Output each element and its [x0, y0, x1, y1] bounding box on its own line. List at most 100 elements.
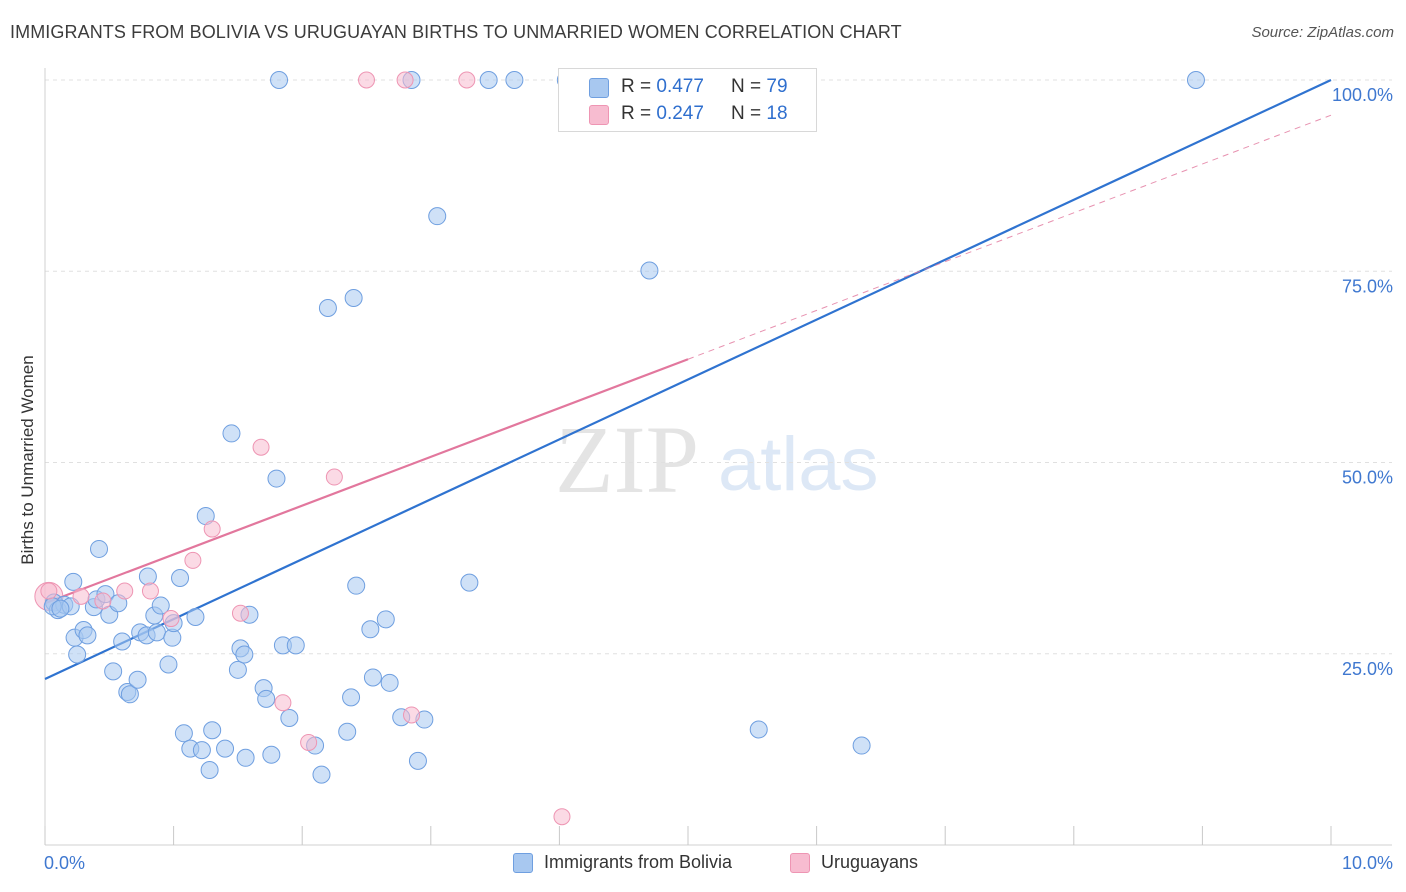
n-stat: N = 18	[731, 103, 788, 124]
stats-legend: R = 0.477 N = 79 R = 0.247 N = 18	[558, 68, 817, 132]
uruguayans-point	[403, 706, 421, 724]
bolivia-point	[505, 71, 524, 89]
source-label: Source: ZipAtlas.com	[1251, 24, 1394, 41]
uruguayans-point	[300, 733, 318, 751]
uruguayans-point	[72, 587, 90, 605]
bolivia-point	[338, 722, 357, 741]
y-tick-label: 25.0%	[1342, 659, 1393, 679]
bolivia-point	[460, 573, 479, 592]
uruguayans-point	[458, 71, 476, 89]
uruguayans-swatch	[589, 105, 609, 125]
bolivia-point	[342, 688, 361, 707]
bolivia-point	[174, 724, 193, 743]
bolivia-point	[151, 596, 170, 615]
bolivia-point	[159, 655, 178, 674]
bolivia-point	[78, 626, 97, 645]
bolivia-point	[222, 424, 241, 443]
bolivia-point	[128, 670, 147, 689]
trend-lines	[44, 79, 1332, 680]
uruguayans-point	[274, 694, 292, 712]
watermark-zip: ZIP	[555, 406, 699, 513]
bolivia-point	[203, 721, 222, 740]
bolivia-point	[257, 689, 276, 708]
x-tick-label: 10.0%	[1342, 853, 1393, 873]
bolivia-point	[286, 636, 305, 655]
legend-label: Uruguayans	[821, 852, 919, 872]
bolivia-point	[361, 620, 380, 639]
uruguayans-trend-line	[44, 358, 689, 605]
bolivia-point	[363, 668, 382, 687]
bolivia-point	[376, 610, 395, 629]
watermark-atlas: atlas	[718, 422, 879, 507]
watermark: ZIP atlas	[555, 406, 879, 513]
bolivia-point	[104, 662, 123, 681]
uruguayans-point	[358, 71, 375, 89]
y-tick-label: 50.0%	[1342, 468, 1393, 488]
bolivia-point	[68, 645, 87, 664]
bolivia-point	[380, 673, 399, 692]
r-stat: R = 0.247	[621, 103, 704, 124]
bolivia-point	[171, 569, 190, 588]
uruguayans-point	[252, 438, 270, 456]
bolivia-trend-line	[44, 79, 1332, 680]
bolivia-point	[90, 539, 109, 558]
bolivia-point	[138, 567, 157, 586]
bolivia-point	[186, 608, 205, 627]
bolivia-point	[270, 71, 289, 89]
series-legend: Immigrants from Bolivia Uruguayans	[0, 851, 1406, 879]
bolivia-point	[318, 298, 337, 317]
bolivia-point	[200, 761, 219, 780]
bolivia-point	[640, 261, 659, 280]
bolivia-point	[479, 71, 498, 89]
bolivia-swatch	[513, 853, 533, 873]
bolivia-point	[262, 745, 281, 764]
bolivia-point	[280, 709, 299, 728]
uruguayans-point	[162, 610, 180, 628]
uruguayans-point	[116, 582, 134, 600]
stats-row-uruguayans: R = 0.247 N = 18	[559, 101, 816, 127]
uruguayans-point	[40, 582, 58, 600]
bolivia-point	[192, 741, 211, 760]
x-tick-label: 0.0%	[44, 853, 85, 873]
bolivia-point	[267, 469, 286, 488]
bolivia-point	[1186, 71, 1205, 89]
chart-title: IMMIGRANTS FROM BOLIVIA VS URUGUAYAN BIR…	[10, 22, 902, 42]
n-stat: N = 79	[731, 76, 788, 97]
bolivia-point	[120, 685, 139, 704]
uruguayans-trend-extension	[687, 114, 1332, 360]
tick-labels: 25.0% 50.0% 75.0% 100.0% 0.0% 10.0%	[44, 85, 1393, 873]
bolivia-point	[312, 765, 331, 784]
r-stat: R = 0.477	[621, 76, 704, 97]
bolivia-point	[344, 289, 363, 308]
bolivia-point	[749, 720, 768, 739]
bolivia-point	[64, 572, 83, 591]
bolivia-point	[236, 748, 255, 767]
uruguayans-point	[231, 604, 249, 622]
axes	[44, 68, 1392, 846]
uruguayans-point	[396, 71, 414, 89]
bolivia-point	[428, 207, 447, 226]
y-tick-label: 100.0%	[1332, 85, 1393, 105]
bolivia-swatch	[589, 78, 609, 98]
bolivia-point	[147, 623, 166, 642]
uruguayans-point	[203, 520, 221, 538]
grid	[45, 79, 1392, 655]
bolivia-point	[852, 736, 871, 755]
stats-row-bolivia: R = 0.477 N = 79	[559, 74, 816, 100]
bolivia-point	[408, 751, 427, 770]
uruguayans-point	[184, 551, 202, 569]
uruguayans-point	[141, 582, 159, 600]
y-tick-label: 75.0%	[1342, 276, 1393, 296]
bolivia-point	[235, 645, 254, 664]
uruguayans-point	[94, 592, 112, 610]
bolivia-point	[347, 576, 366, 595]
uruguayans-swatch	[790, 853, 810, 873]
bolivia-point	[228, 660, 247, 679]
legend-label: Immigrants from Bolivia	[544, 852, 733, 872]
uruguayans-point	[553, 808, 571, 826]
bolivia-point	[51, 599, 70, 618]
bolivia-point	[113, 632, 132, 651]
uruguayans-point	[325, 468, 343, 486]
bolivia-point	[216, 739, 235, 758]
